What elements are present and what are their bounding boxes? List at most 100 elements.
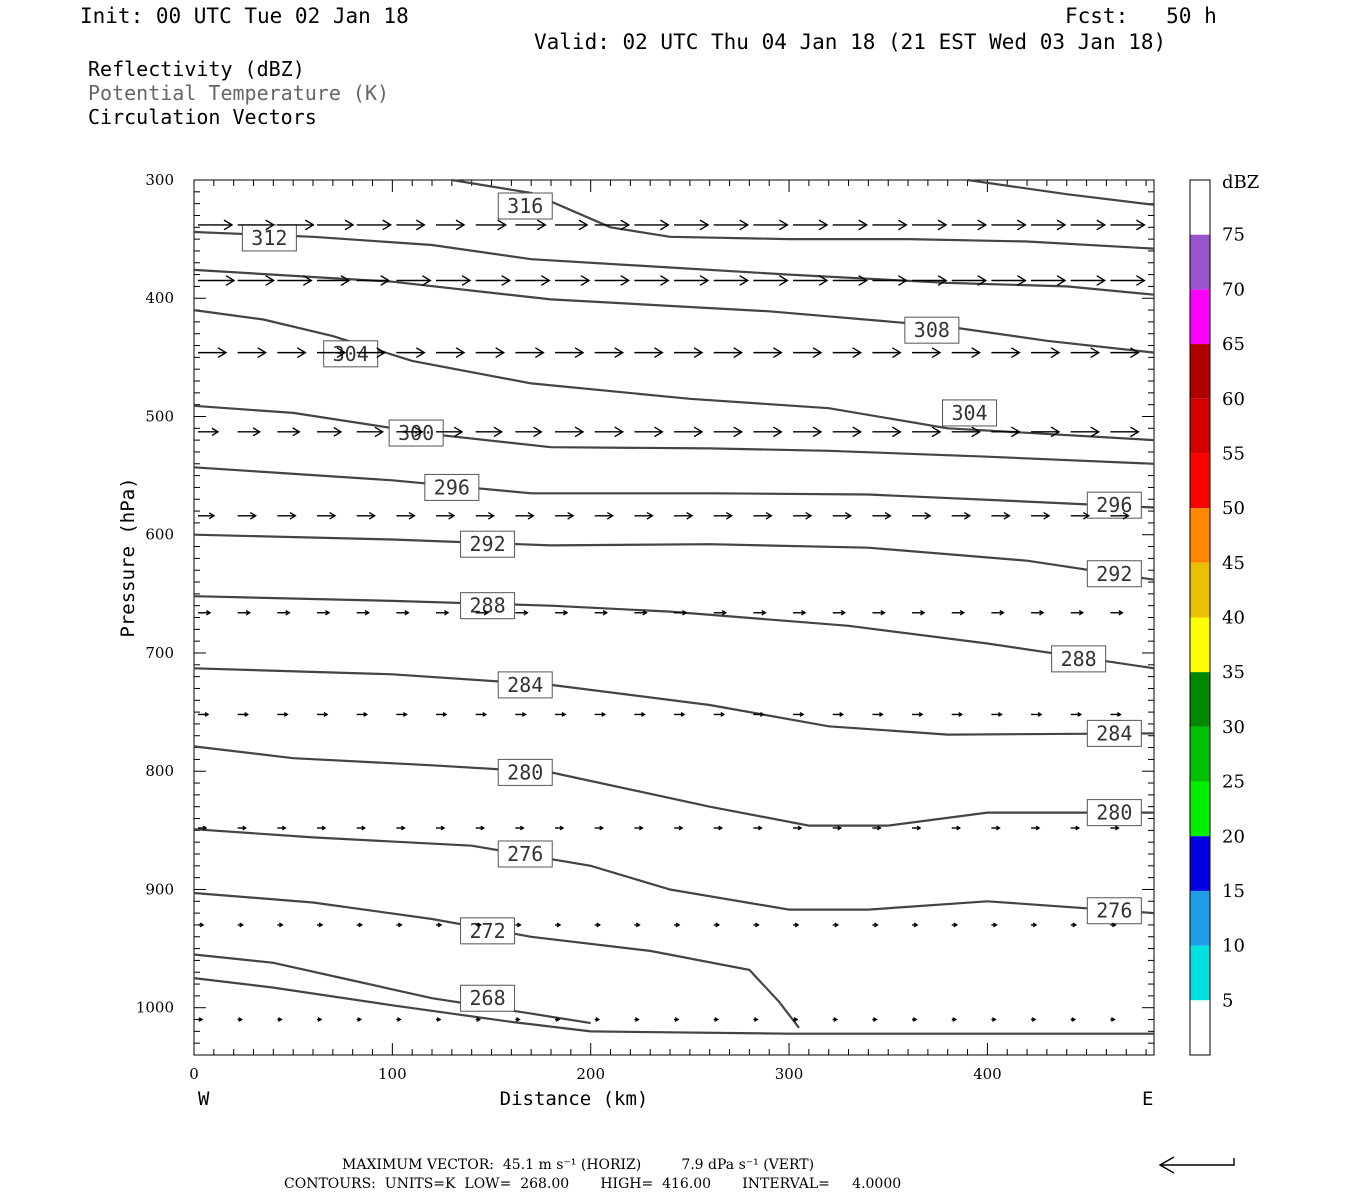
vector-head [325, 610, 331, 616]
vector-head [913, 922, 919, 928]
vector-head [641, 712, 646, 717]
vector-head [739, 275, 750, 286]
vector-head [1090, 426, 1101, 438]
vector-head [223, 219, 234, 231]
vector-head [1017, 275, 1027, 286]
reference-vector-arrow [1158, 1156, 1235, 1174]
vector-head [208, 512, 216, 520]
vector-head [397, 922, 403, 928]
vector-head [533, 426, 543, 438]
vector-head [414, 426, 424, 438]
vector-head [358, 922, 364, 928]
vector-head [198, 1017, 204, 1022]
vector-head [1130, 347, 1140, 359]
vector-head [519, 825, 525, 831]
vector-head [1078, 610, 1085, 616]
vector-head [765, 511, 773, 520]
vector-head [281, 825, 287, 831]
plot-frame [193, 179, 1155, 1056]
vector-head [639, 825, 644, 831]
vector-head [238, 1017, 244, 1022]
vector-head [953, 922, 959, 928]
vector-head [257, 347, 268, 359]
vector-head [202, 825, 208, 831]
vector-head [898, 275, 908, 286]
vector-head [1115, 825, 1120, 831]
vector-head [998, 712, 1003, 717]
colorbar-level-label: 70 [1222, 279, 1245, 300]
vector-head [448, 511, 456, 520]
x-tick-label: 300 [775, 1065, 804, 1083]
theta-label-box [904, 316, 960, 344]
vector-head [858, 219, 869, 231]
vector-head [1056, 219, 1067, 231]
vector-head [333, 426, 343, 437]
vector-head [693, 426, 704, 438]
colorbar-band [1190, 781, 1210, 837]
vector-head [714, 1017, 720, 1022]
theta-contour-label: 280 [1096, 801, 1132, 825]
vector-head [614, 347, 625, 359]
vector-head [779, 219, 789, 231]
vector-head [992, 1017, 997, 1022]
vector-head [879, 712, 884, 717]
vector-head [364, 610, 371, 616]
theta-label-box [460, 592, 516, 620]
vector-head [1031, 1017, 1037, 1022]
vector-head [421, 275, 432, 286]
x-end-left-label: W [198, 1088, 210, 1110]
vector-head [574, 426, 585, 438]
forecast-hour: Fcst: 50 h [1065, 4, 1217, 28]
vector-head [461, 275, 472, 286]
vector-head [1050, 347, 1061, 359]
x-axis-title: Distance (km) [500, 1088, 649, 1110]
vector-head [601, 712, 607, 717]
vector-head [289, 511, 297, 520]
theta-contour-line [193, 745, 1154, 827]
theta-contour-line [193, 533, 1155, 581]
colorbar-band [1190, 672, 1210, 727]
vector-head [971, 426, 982, 438]
theta-label-box [497, 671, 553, 699]
vector-head [918, 712, 924, 717]
vector-head [323, 712, 329, 717]
vector-head [252, 427, 262, 437]
theta-contour-label: 292 [1096, 562, 1132, 586]
vector-head [277, 1017, 283, 1022]
vector-head [244, 712, 250, 717]
vector-head [317, 1017, 323, 1022]
vector-head [239, 922, 245, 928]
vector-head [818, 275, 829, 286]
theta-label-box [460, 917, 516, 945]
vector-head [1096, 219, 1107, 231]
vector-head [404, 610, 410, 616]
vector-head [217, 347, 228, 359]
axis-ticks [193, 179, 1154, 1056]
vector-head [1096, 275, 1107, 286]
vector-head [725, 511, 734, 520]
vector-head [620, 219, 631, 231]
theta-contour-line [193, 667, 1155, 736]
vector-head [873, 1017, 878, 1022]
theta-contour-line [193, 977, 1154, 1035]
vector-head [833, 1017, 839, 1022]
vector-head [636, 922, 641, 928]
vector-head [963, 511, 972, 520]
theta-contour-label: 300 [398, 421, 434, 445]
theta-label-box [1086, 491, 1142, 519]
vector-head [1111, 1017, 1116, 1022]
vector-head [916, 825, 922, 831]
vector-head [408, 511, 416, 520]
vector-head [654, 426, 664, 438]
theta-contour-label: 288 [469, 594, 505, 618]
x-end-right-label: E [1142, 1088, 1153, 1110]
vector-head [937, 219, 948, 231]
theta-label-box [424, 473, 480, 501]
reference-arrow-head [1158, 1156, 1175, 1174]
vector-head [635, 1017, 640, 1022]
vector-head [799, 712, 805, 717]
colorbar-level-label: 5 [1222, 990, 1233, 1011]
vector-head [1039, 610, 1045, 616]
vector-head [245, 610, 252, 616]
vector-head [1043, 511, 1051, 520]
